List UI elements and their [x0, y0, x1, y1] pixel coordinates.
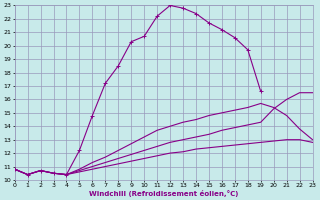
- X-axis label: Windchill (Refroidissement éolien,°C): Windchill (Refroidissement éolien,°C): [89, 190, 238, 197]
